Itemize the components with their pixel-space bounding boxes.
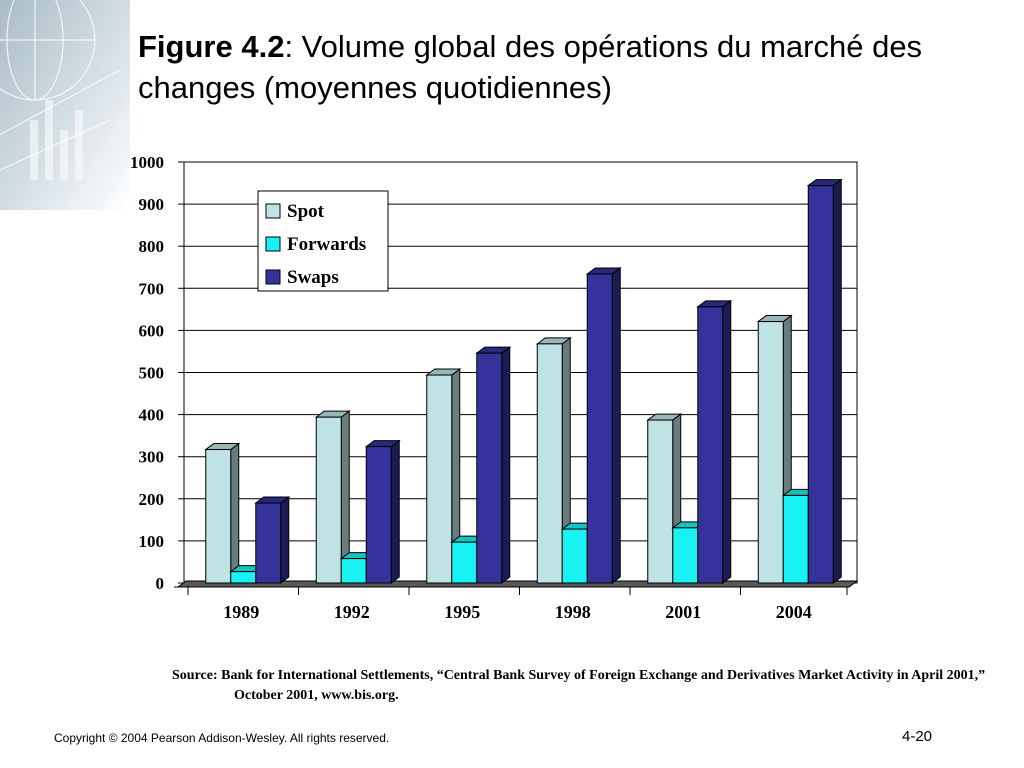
bar [757,321,784,584]
source-note: Source: Bank for International Settlemen… [172,668,986,703]
bar [230,571,257,584]
y-tick-label: 500 [139,364,165,383]
bar-side [280,496,290,584]
legend-swatch [265,236,281,252]
bar [365,446,392,584]
legend-swatch [265,269,281,285]
bar [561,528,588,584]
y-tick-label: 800 [139,237,165,256]
slide-title: Figure 4.2: Volume global des opérations… [138,26,998,108]
legend-swatch [265,203,281,219]
bar [672,527,699,584]
x-tick-label: 2001 [665,602,701,622]
bar-side [722,299,732,584]
y-tick-label: 600 [139,321,165,340]
bar [697,306,724,584]
corner-decoration [0,0,130,210]
y-tick-label: 0 [156,574,165,593]
bar [807,185,834,584]
bar [315,416,342,584]
y-tick-label: 1000 [130,153,164,172]
bar [451,541,478,584]
bar [205,449,232,584]
bar [426,374,453,584]
y-tick-label: 700 [139,279,165,298]
y-tick-label: 400 [139,406,165,425]
x-tick-label: 1989 [223,602,259,622]
figure-number: Figure 4.2 [138,29,285,64]
copyright-notice: Copyright © 2004 Pearson Addison-Wesley.… [54,731,390,745]
bar [476,352,503,584]
y-tick-label: 900 [139,195,165,214]
bar-side [501,346,511,584]
bar [586,273,613,584]
bar-side [230,442,240,584]
bar [255,502,282,584]
x-tick-label: 1998 [555,602,591,622]
bar-side [390,439,400,584]
bar [340,558,367,584]
y-tick-label: 200 [139,490,165,509]
y-tick-label: 300 [139,448,165,467]
legend-label: Swaps [287,267,339,288]
bar [647,419,674,584]
x-tick-label: 2004 [776,602,812,622]
legend-label: Forwards [287,234,366,255]
bar [782,494,809,584]
x-tick-label: 1992 [334,602,370,622]
bar-side [832,178,842,584]
y-tick-label: 100 [139,532,165,551]
bar-side [611,266,621,584]
legend-label: Spot [287,201,325,222]
x-tick-label: 1995 [444,602,480,622]
page-number: 4-20 [902,728,933,745]
figure-caption: : Volume global des opérations du marché… [138,29,923,105]
bar [536,343,563,584]
